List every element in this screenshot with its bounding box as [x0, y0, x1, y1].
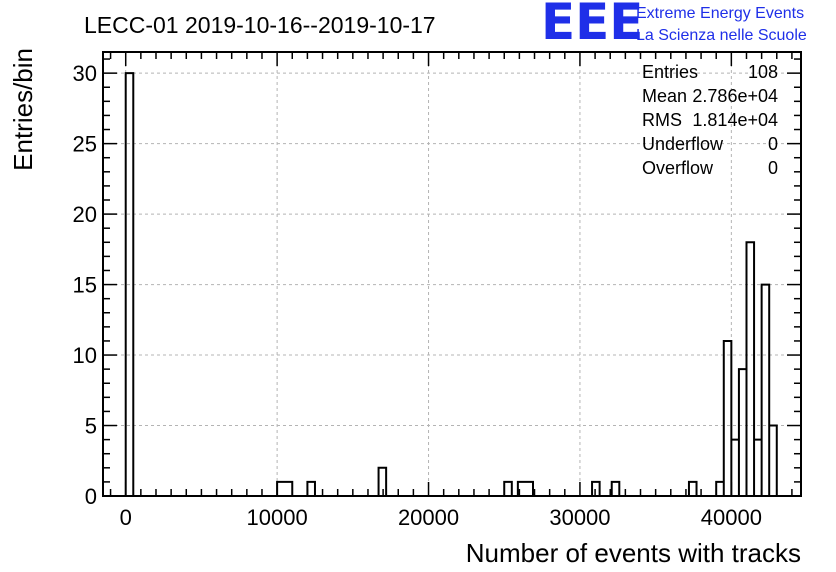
- y-tick-label: 5: [85, 414, 97, 439]
- histogram-bin: [379, 468, 387, 496]
- histogram-bars: [103, 72, 801, 497]
- stats-label: RMS: [642, 110, 682, 130]
- grid-lines: [103, 52, 801, 496]
- x-tick-label: 20000: [398, 505, 459, 530]
- histogram-bin: [612, 482, 620, 496]
- histogram-outline: [103, 72, 801, 497]
- histogram-bin: [518, 482, 533, 496]
- histogram-bin: [724, 341, 732, 496]
- eee-logo: EEE Extreme Energy Events La Scienza nel…: [541, 0, 807, 51]
- histogram-bin: [126, 73, 134, 496]
- stats-label: Mean: [642, 86, 687, 106]
- histogram-bin: [739, 369, 747, 496]
- x-tick-label: 0: [120, 505, 132, 530]
- histogram-bin: [762, 285, 770, 496]
- histogram-bin: [592, 482, 600, 496]
- histogram-bin: [754, 440, 762, 496]
- eee-logo-mark: EEE: [541, 0, 643, 51]
- stats-box: Entries 108 Mean 2.786e+04 RMS 1.814e+04 Under…: [642, 62, 778, 178]
- histogram-bin: [716, 482, 724, 496]
- chart-title: LECC-01 2019-10-16--2019-10-17: [84, 12, 436, 38]
- eee-logo-line2: La Scienza nelle Scuole: [636, 27, 807, 44]
- plot-frame: [102, 51, 802, 497]
- y-tick-label: 0: [85, 484, 97, 509]
- stats-label: Entries: [642, 62, 698, 82]
- stats-label: Underflow: [642, 134, 724, 154]
- histogram-bin: [277, 482, 292, 496]
- stats-value: 1.814e+04: [692, 110, 778, 130]
- y-tick-label: 15: [73, 273, 97, 298]
- y-tick-label: 20: [73, 202, 97, 227]
- stats-value: 0: [768, 134, 778, 154]
- stats-label: Overflow: [642, 158, 714, 178]
- eee-logo-line1: Extreme Energy Events: [636, 5, 804, 22]
- stats-value: 0: [768, 158, 778, 178]
- axis-ticks: 0 10000 20000 30000 40000 0 5 10 15 20 25 30: [73, 52, 801, 530]
- histogram-bin: [689, 482, 697, 496]
- plot-border: [102, 51, 802, 497]
- stats-value: 108: [748, 62, 778, 82]
- histogram-bin: [769, 426, 777, 496]
- histogram-bin: [746, 242, 754, 496]
- histogram-bin: [504, 482, 512, 496]
- y-axis-label: Entries/bin: [8, 48, 38, 171]
- y-tick-label: 10: [73, 343, 97, 368]
- x-tick-label: 10000: [247, 505, 308, 530]
- y-tick-label: 25: [73, 132, 97, 157]
- stats-value: 2.786e+04: [692, 86, 778, 106]
- x-axis-label: Number of events with tracks: [466, 538, 801, 568]
- y-tick-label: 30: [73, 61, 97, 86]
- histogram-bin: [731, 440, 739, 496]
- histogram-bin: [307, 482, 315, 496]
- x-tick-label: 40000: [701, 505, 762, 530]
- x-tick-label: 30000: [549, 505, 610, 530]
